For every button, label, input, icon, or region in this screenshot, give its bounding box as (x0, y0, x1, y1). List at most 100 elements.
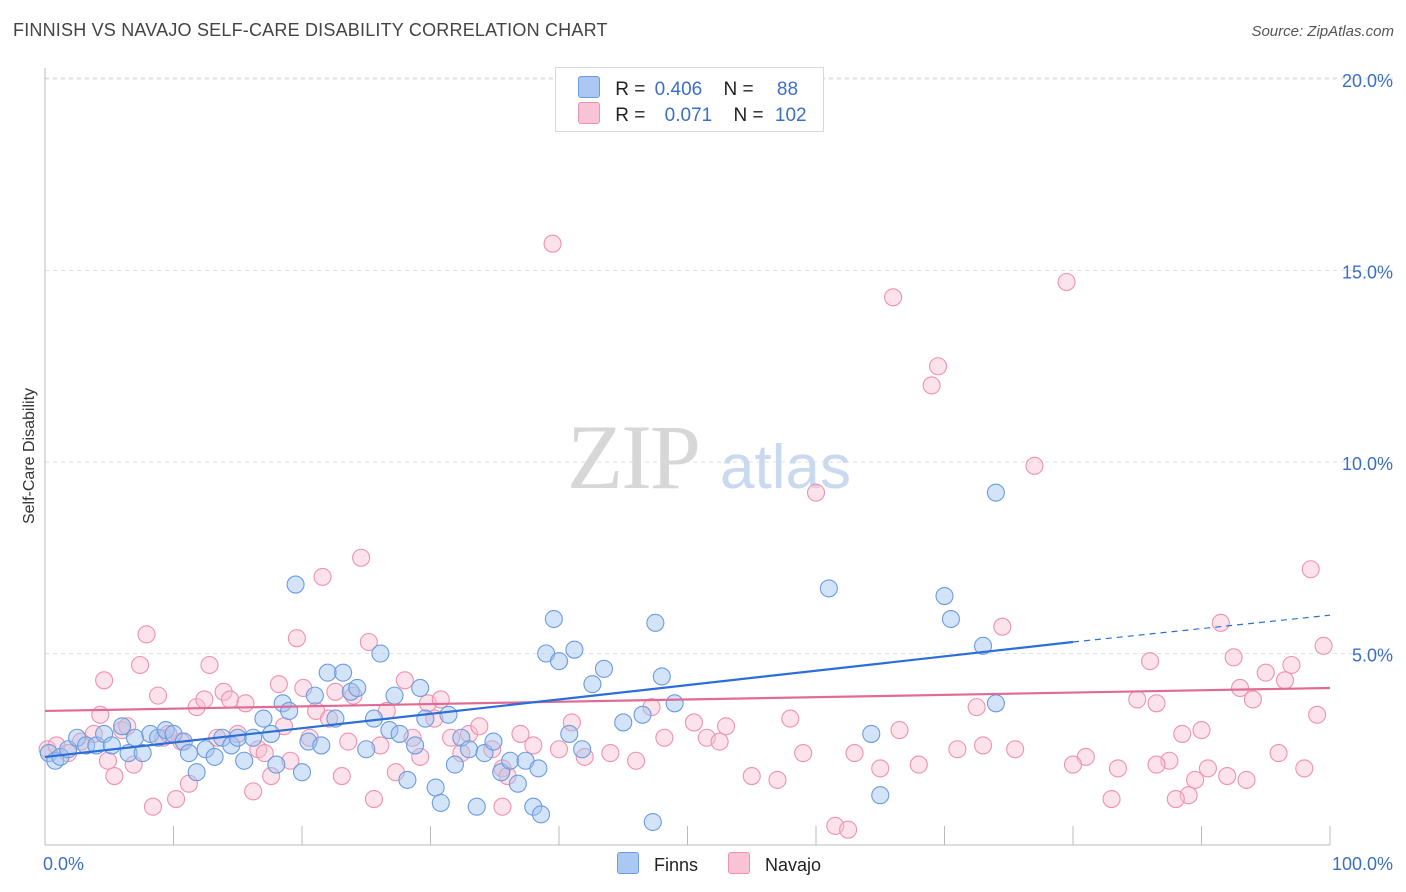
finns-point (267, 755, 286, 774)
finns-point (565, 640, 584, 659)
finns-point (286, 575, 305, 594)
navajo-point (1243, 690, 1262, 709)
navajo-point (973, 736, 993, 755)
finns-point (228, 728, 247, 747)
navajo-point (200, 655, 219, 675)
navajo-r-value: 0.071 (664, 105, 713, 126)
chart-title: FINNISH VS NAVAJO SELF-CARE DISABILITY C… (13, 20, 608, 40)
chart-source: Source: ZipAtlas.com (1251, 23, 1394, 40)
navajo-point (967, 698, 986, 717)
navajo-r-label: R = (615, 105, 646, 126)
finns-point (594, 659, 614, 678)
navajo-point (131, 655, 150, 675)
navajo-point (884, 288, 903, 307)
finns-r-label: R = (615, 79, 646, 100)
legend-finns-label: Finns (654, 855, 699, 875)
navajo-point (149, 686, 168, 705)
x-tick-label: 0.0% (43, 854, 84, 874)
navajo-point (1224, 648, 1243, 667)
navajo-point (255, 744, 274, 763)
navajo-point (1186, 770, 1205, 789)
stats-legend: R = 0.406 N = 88 R = 0.071 N = 102 (555, 67, 824, 132)
finns-point (941, 609, 960, 629)
navajo-point (319, 709, 339, 728)
navajo-point (1102, 789, 1121, 809)
watermark: ZIP atlas (567, 406, 851, 508)
finns-point (149, 728, 168, 747)
finns-point (862, 724, 881, 743)
finns-point (113, 717, 132, 736)
navajo-point (493, 797, 512, 816)
navajo-point (1108, 759, 1128, 778)
navajo-trend-line (44, 686, 1331, 713)
finns-point (445, 755, 464, 774)
finns-point (125, 728, 144, 747)
navajo-point (332, 767, 351, 786)
finns-point (398, 770, 417, 789)
finns-point (133, 744, 152, 763)
finns-point (573, 740, 592, 759)
finns-point (544, 609, 563, 629)
navajo-point (601, 744, 620, 763)
navajo-point (845, 744, 864, 763)
navajo-point (806, 483, 826, 502)
finns-r-value: 0.406 (654, 79, 703, 100)
legend-item-navajo: Navajo (728, 852, 821, 876)
navajo-point (1282, 655, 1301, 675)
navajo-point (993, 617, 1012, 636)
navajo-point (655, 728, 674, 747)
finns-point (633, 705, 652, 724)
navajo-point (95, 671, 114, 690)
finns-point (406, 736, 425, 755)
navajo-swatch (578, 102, 600, 124)
navajo-point (326, 682, 345, 701)
navajo-point (1063, 755, 1083, 774)
finns-point (529, 759, 548, 778)
navajo-point (1025, 456, 1044, 475)
navajo-point (269, 675, 288, 694)
navajo-point (1295, 759, 1314, 778)
navajo-point (470, 717, 489, 736)
navajo-point (710, 732, 729, 751)
finns-point (357, 740, 376, 759)
navajo-point (1173, 724, 1192, 743)
navajo-point (1218, 767, 1237, 786)
navajo-point (1308, 705, 1327, 724)
navajo-point (1301, 560, 1320, 579)
navajo-point (1237, 770, 1256, 789)
navajo-point (214, 682, 233, 701)
navajo-point (364, 789, 384, 809)
navajo-point (871, 759, 890, 778)
finns-point (179, 744, 198, 763)
finns-point (986, 483, 1005, 502)
navajo-point (562, 713, 581, 732)
navajo-point (768, 770, 787, 789)
finns-n-value: 88 (776, 79, 799, 100)
watermark-atlas: atlas (720, 433, 851, 502)
finns-point (524, 797, 543, 816)
finns-point (459, 740, 479, 759)
navajo-point (929, 357, 948, 376)
axes (44, 68, 1331, 846)
navajo-point (1128, 690, 1147, 709)
finns-point (531, 805, 551, 824)
navajo-points (38, 234, 1333, 839)
navajo-point (431, 690, 450, 709)
finns-point (312, 736, 331, 755)
finns-point (305, 686, 324, 705)
finns-point (431, 793, 450, 812)
finns-point (646, 613, 665, 632)
y-tick-label: 10.0% (1342, 454, 1393, 474)
navajo-point (511, 724, 530, 743)
finns-point (348, 678, 367, 698)
navajo-point (105, 767, 124, 786)
finns-swatch (578, 76, 600, 98)
finns-trend-line (44, 640, 1074, 759)
navajo-point (262, 767, 281, 786)
finns-trend-extension (1072, 614, 1331, 643)
legend-item-finns: Finns (617, 852, 698, 876)
navajo-point (1006, 740, 1025, 759)
finns-point (334, 663, 353, 682)
navajo-point (313, 567, 332, 586)
navajo-point (137, 625, 156, 644)
